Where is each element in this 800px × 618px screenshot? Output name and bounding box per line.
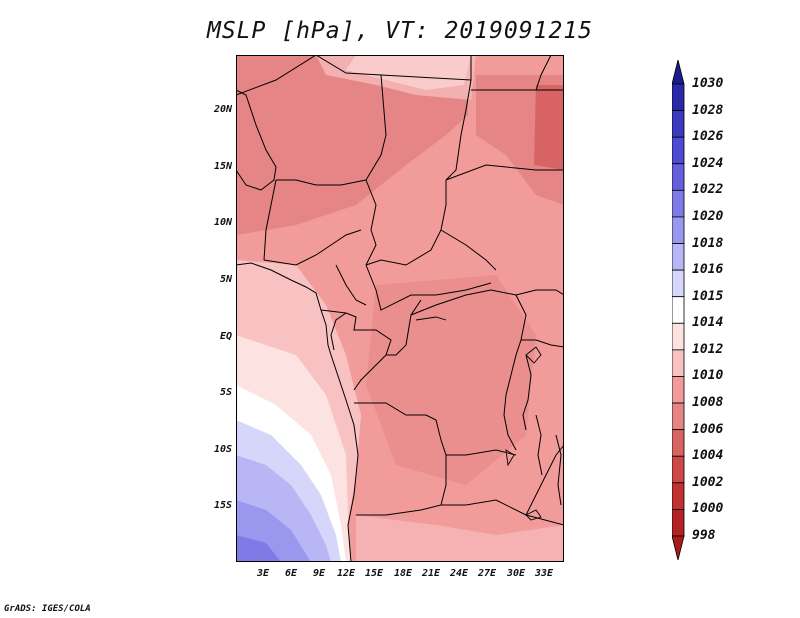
colorbar-label: 1030 — [692, 76, 724, 91]
colorbar-label: 1028 — [692, 102, 724, 118]
colorbar-cell — [672, 322, 685, 351]
colorbar-label: 1002 — [692, 474, 724, 490]
lon-label: 27E — [478, 568, 497, 579]
colorbar-cell — [672, 402, 685, 431]
colorbar-label: 1012 — [692, 341, 724, 357]
lon-label: 3E — [257, 568, 270, 579]
colorbar-label: 1004 — [692, 448, 724, 464]
lat-label: 10N — [213, 217, 232, 228]
colorbar-label: 998 — [692, 528, 716, 543]
colorbar-cell — [672, 509, 685, 537]
colorbar — [672, 60, 685, 560]
lat-label: 5N — [219, 274, 232, 285]
colorbar-label: 1006 — [692, 421, 724, 437]
colorbar-cell — [672, 376, 685, 404]
colorbar-cell — [672, 535, 685, 560]
field-west-1020 — [236, 535, 281, 562]
colorbar-cell — [672, 269, 685, 298]
colorbar-cell — [672, 83, 685, 111]
lat-label: 15S — [213, 500, 232, 511]
lakes — [415, 316, 542, 521]
lon-label: 12E — [337, 568, 356, 579]
lon-label: 18E — [394, 568, 413, 579]
lon-label: 30E — [507, 568, 526, 579]
colorbar-cell — [672, 136, 685, 165]
lon-label: 33E — [535, 568, 554, 579]
colorbar-cell — [672, 349, 685, 377]
colorbar-cell — [672, 60, 685, 85]
colorbar-label: 1008 — [692, 395, 724, 411]
field-south-1010 — [356, 515, 564, 562]
lon-label: 6E — [285, 568, 298, 579]
colorbar-cell — [672, 216, 685, 244]
lon-label: 15E — [365, 568, 384, 579]
colorbar-label: 1010 — [692, 368, 724, 384]
colorbar-cell — [672, 110, 685, 138]
colorbar-label: 1000 — [692, 501, 724, 517]
lat-label: EQ — [219, 331, 232, 342]
lon-label: 24E — [450, 568, 469, 579]
colorbar-cell — [672, 296, 685, 324]
colorbar-label: 1022 — [692, 182, 724, 198]
lat-label: 10S — [213, 444, 232, 455]
pressure-map — [236, 55, 564, 562]
colorbar-label: 1026 — [692, 129, 724, 145]
lat-label: 20N — [213, 104, 232, 115]
colorbar-label: 1018 — [692, 235, 724, 251]
country-borders — [236, 55, 564, 562]
colorbar-cell — [672, 429, 685, 457]
colorbar-cell — [672, 455, 685, 484]
colorbar-cell — [672, 482, 685, 510]
lat-label: 15N — [213, 161, 232, 172]
colorbar-cell — [672, 189, 685, 218]
chart-title: MSLP [hPa], VT: 2019091215 — [206, 18, 594, 44]
lon-label: 21E — [422, 568, 441, 579]
colorbar-cell — [672, 243, 685, 271]
colorbar-cell — [672, 163, 685, 191]
colorbar-label: 1015 — [692, 288, 724, 304]
colorbar-label: 1016 — [692, 262, 724, 278]
field-north-low — [236, 55, 468, 235]
colorbar-label: 1020 — [692, 208, 724, 224]
field-northeast-lower — [534, 85, 564, 170]
colorbar-label: 1014 — [692, 315, 724, 331]
colorbar-label: 1024 — [692, 155, 724, 171]
lat-label: 5S — [219, 387, 232, 398]
field-north-mid — [316, 55, 476, 100]
lon-label: 9E — [313, 568, 326, 579]
credit-text: GrADS: IGES/COLA — [4, 604, 91, 614]
